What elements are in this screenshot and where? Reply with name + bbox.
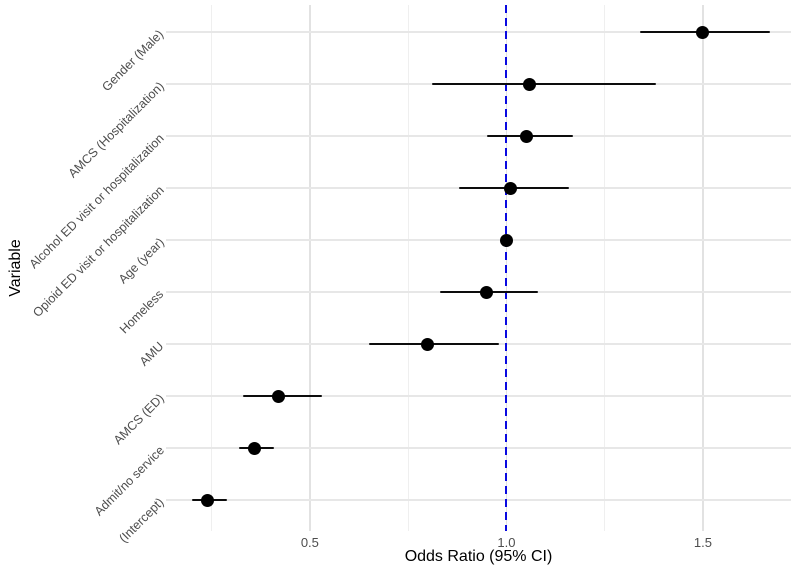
- plot-panel: [166, 5, 791, 531]
- row-gridline: [166, 135, 791, 137]
- row-gridline: [166, 31, 791, 33]
- y-axis-label: AMCS (ED): [110, 390, 167, 447]
- row-gridline: [166, 239, 791, 241]
- odds-ratio-point: [271, 389, 285, 403]
- x-tick-label: 1.5: [693, 535, 712, 550]
- odds-ratio-point: [421, 337, 435, 351]
- y-axis-label: (Intercept): [116, 494, 167, 545]
- row-gridline: [166, 447, 791, 449]
- odds-ratio-point: [523, 77, 537, 91]
- odds-ratio-point: [696, 25, 710, 39]
- minor-gridline-vertical: [211, 5, 213, 531]
- y-axis-label: AMCS (Hospitalization): [65, 78, 167, 180]
- y-axis-label: AMU: [137, 338, 167, 369]
- confidence-interval-bar: [431, 82, 656, 86]
- row-gridline: [166, 499, 791, 501]
- minor-gridline-vertical: [407, 5, 409, 531]
- x-axis-title: Odds Ratio (95% CI): [404, 548, 553, 565]
- x-tick-label: 1.0: [497, 535, 516, 550]
- y-axis-title: Variable: [7, 239, 24, 297]
- odds-ratio-point: [248, 441, 262, 455]
- x-tick-label: 0.5: [300, 535, 319, 550]
- major-gridline-vertical: [702, 5, 704, 531]
- odds-ratio-point: [503, 181, 517, 195]
- reference-line: [505, 5, 508, 531]
- odds-ratio-point: [201, 493, 215, 507]
- y-axis-label: Age (year): [115, 234, 167, 286]
- odds-ratio-point: [499, 233, 513, 247]
- odds-ratio-point: [519, 129, 533, 143]
- odds-ratio-point: [480, 285, 494, 299]
- row-gridline: [166, 395, 791, 397]
- minor-gridline-vertical: [604, 5, 606, 531]
- major-gridline-vertical: [309, 5, 311, 531]
- y-axis-label: Homeless: [117, 286, 167, 336]
